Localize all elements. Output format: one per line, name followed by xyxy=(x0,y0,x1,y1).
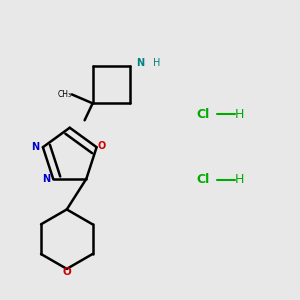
Text: O: O xyxy=(62,267,71,277)
Text: N: N xyxy=(32,142,40,152)
Text: N: N xyxy=(136,58,145,68)
Text: CH₃: CH₃ xyxy=(57,90,71,99)
Text: O: O xyxy=(98,141,106,151)
Text: H: H xyxy=(235,173,244,186)
Text: N: N xyxy=(42,174,50,184)
Text: Cl: Cl xyxy=(197,108,210,121)
Text: Cl: Cl xyxy=(197,173,210,186)
Text: H: H xyxy=(153,58,160,68)
Text: H: H xyxy=(235,108,244,121)
